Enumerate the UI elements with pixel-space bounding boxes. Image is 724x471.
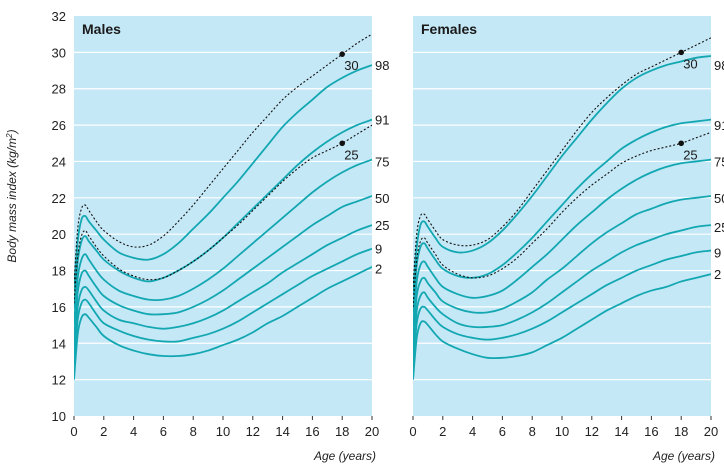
plot-background [74,16,372,416]
centile-label: 25 [714,220,724,235]
x-tick-label: 0 [409,424,416,439]
x-tick-label: 4 [469,424,476,439]
centile-curve-9 [74,247,372,366]
centile-curve-2 [413,273,711,380]
x-tick-label: 16 [305,424,319,439]
y-tick-label: 24 [52,154,66,169]
cutoff-curve-bmi-25 [413,131,711,307]
x-tick-label: 14 [275,424,289,439]
x-tick-label: 8 [190,424,197,439]
x-tick-label: 2 [100,424,107,439]
x-tick-label: 18 [674,424,688,439]
centile-curve-98 [74,64,372,291]
centile-label: 9 [375,242,382,257]
centile-label: 9 [714,245,721,260]
cutoff-curve-bmi-25 [74,124,372,304]
x-tick-label: 0 [70,424,77,439]
centile-curve-50 [74,195,372,340]
centile-label: 98 [714,58,724,73]
x-tick-label: 2 [439,424,446,439]
cutoff-label: 25 [344,147,358,162]
plot-background [413,16,711,416]
y-tick-label: 16 [52,300,66,315]
x-tick-label: 16 [644,424,658,439]
centile-label: 2 [714,267,721,282]
centile-curve-25 [413,224,711,355]
x-tick-label: 10 [216,424,230,439]
x-tick-label: 8 [529,424,536,439]
centile-label: 50 [714,191,724,206]
cutoff-label: 25 [683,147,697,162]
centile-curve-50 [413,195,711,342]
centile-label: 25 [375,218,389,233]
x-tick-label: 14 [614,424,628,439]
y-tick-label: 10 [52,409,66,424]
centile-label: 50 [375,191,389,206]
cutoff-label: 30 [683,56,697,71]
centile-curve-91 [413,118,711,313]
x-tick-label: 20 [365,424,379,439]
x-tick-label: 6 [160,424,167,439]
y-tick-label: 28 [52,82,66,97]
x-tick-label: 4 [130,424,137,439]
x-tick-label: 6 [499,424,506,439]
panel-title: Males [82,21,121,37]
centile-label: 75 [375,154,389,169]
centile-curve-91 [74,118,372,309]
y-tick-label: 18 [52,264,66,279]
cutoff-point-25 [678,140,684,147]
centile-curve-2 [74,266,372,380]
y-axis-title: Body mass index (kg/m2) [5,129,20,262]
cutoff-label: 30 [344,58,358,73]
centile-curve-98 [413,55,711,295]
centile-curve-9 [413,249,711,367]
x-tick-label: 10 [555,424,569,439]
centile-curve-25 [74,224,372,353]
panel-title: Females [421,21,477,37]
y-tick-label: 12 [52,373,66,388]
centile-curve-75 [74,158,372,326]
y-tick-label: 30 [52,45,66,60]
centile-label: 98 [375,58,389,73]
centile-label: 2 [375,262,382,277]
x-axis-label: Age (years) [313,449,376,463]
y-axis-label-close: ) [5,129,19,135]
x-tick-label: 18 [335,424,349,439]
cutoff-point-25 [339,140,346,147]
x-tick-label: 12 [585,424,599,439]
x-tick-label: 12 [246,424,260,439]
y-tick-label: 14 [52,336,66,351]
x-axis-label: Age (years) [652,449,715,463]
y-tick-label: 20 [52,227,66,242]
centile-label: 91 [714,118,724,133]
centile-label: 91 [375,113,389,128]
y-axis-label-superscript: 2 [5,133,14,139]
centile-curve-75 [413,158,711,327]
cutoff-point-30 [678,49,684,56]
y-axis-label-main: Body mass index (kg/m [5,138,19,263]
cutoff-point-30 [339,51,346,57]
x-tick-label: 20 [704,424,718,439]
panel-females: 0 2 4 6 8 10 12 14 16 18 20 Age (years) Females 30 25 9… [409,16,724,463]
y-tick-label: 32 [52,9,66,24]
y-axis-label: Body mass index (kg/m2) [5,129,20,262]
y-tick-label: 22 [52,191,66,206]
centile-label: 75 [714,154,724,169]
y-tick-label: 26 [52,118,66,133]
cutoff-curve-bmi-30 [413,37,711,287]
